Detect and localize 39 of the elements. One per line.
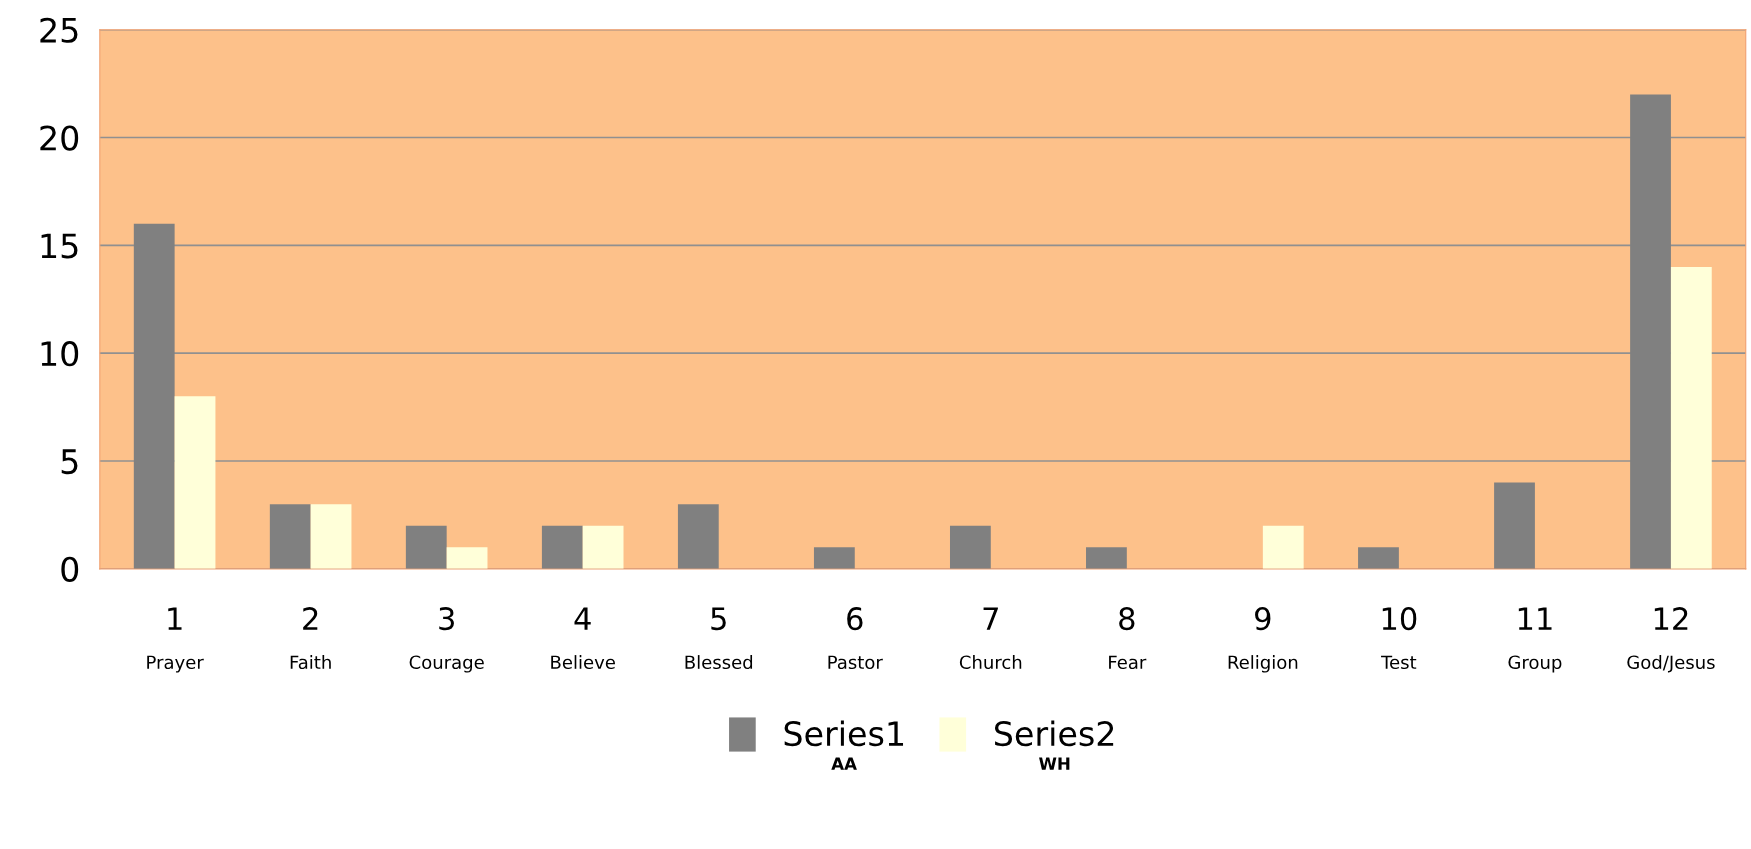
bar (541, 525, 583, 569)
x-tick-label: 11 Group (1508, 607, 1562, 673)
bar (405, 525, 447, 569)
y-tick-label: 0 (61, 556, 79, 582)
y-tick-label: 5 (61, 449, 78, 475)
bar (1494, 482, 1535, 569)
y-tick-label: 25 (40, 17, 78, 43)
bar (174, 396, 216, 569)
x-tick-label: 8 Fear (1109, 607, 1147, 670)
x-tick-label: 7 Church (959, 607, 1022, 670)
text: WH (1039, 757, 1070, 770)
bar (1086, 547, 1127, 569)
y-tick-label: 20 (40, 125, 79, 151)
x-tick-label: 4 Believe (551, 607, 615, 670)
x-tick-label: 6 Pastor (828, 607, 883, 670)
x-tick-label: 1 Prayer (147, 607, 204, 673)
bar (133, 223, 175, 569)
legend-label: Series1 (784, 720, 904, 747)
bar (446, 547, 488, 569)
bar (582, 525, 624, 569)
x-tick-label: 5 Blessed (685, 607, 753, 670)
x-tick-label: 2 Faith (290, 607, 331, 670)
bar (1262, 525, 1304, 569)
bar (677, 504, 719, 569)
bar (1630, 94, 1671, 569)
bar (949, 525, 991, 569)
bar (1670, 266, 1712, 569)
legend-label: Series2 (994, 720, 1114, 747)
bar (310, 504, 352, 569)
bar (269, 504, 311, 569)
bar (1358, 547, 1399, 569)
y-tick-label: 10 (41, 341, 79, 367)
bar (813, 547, 855, 569)
x-tick-label: 9 Religion (1228, 607, 1298, 673)
x-tick-label: 10 Test (1381, 607, 1417, 670)
x-tick-label: 3 Courage (409, 607, 484, 673)
x-tick-label: 12 God/Jesus (1627, 607, 1715, 673)
text: AA (831, 757, 857, 770)
y-tick-label: 15 (41, 233, 78, 259)
